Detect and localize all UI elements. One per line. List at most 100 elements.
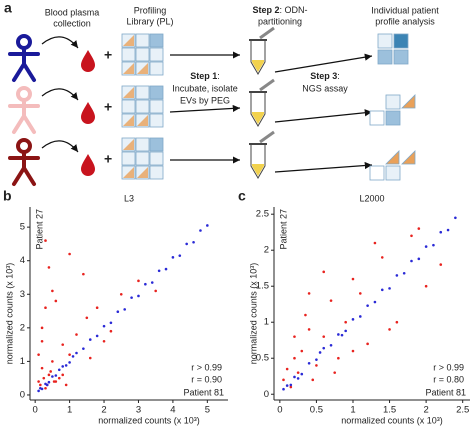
point	[454, 216, 457, 220]
x-tick-label: 4	[170, 405, 175, 416]
y-tick-label: 2.5	[256, 209, 269, 220]
point	[102, 324, 106, 328]
point	[109, 321, 113, 325]
label: Blood plasma	[45, 7, 100, 17]
point	[304, 313, 307, 317]
point	[39, 386, 42, 390]
point	[432, 243, 435, 247]
point	[351, 349, 355, 353]
point	[282, 378, 285, 382]
point	[40, 326, 44, 330]
point	[417, 227, 421, 230]
panel-letter: b	[3, 188, 12, 204]
point	[366, 342, 369, 346]
point	[300, 372, 304, 376]
y-tick-label: 4	[20, 255, 25, 266]
label: Incubate, isolate	[172, 83, 238, 93]
x-tick-label: 1	[67, 405, 72, 416]
point	[57, 368, 61, 372]
point	[75, 333, 78, 336]
point	[380, 288, 384, 292]
y-tick-label: 0	[264, 389, 269, 400]
chart-title: L2000	[359, 193, 384, 203]
point	[307, 361, 311, 365]
point	[57, 376, 61, 380]
point	[322, 335, 326, 338]
point	[116, 310, 120, 314]
point	[296, 371, 300, 374]
point	[68, 353, 71, 356]
profile-grid	[369, 33, 416, 181]
label: NGS assay	[302, 83, 348, 93]
point	[199, 229, 202, 232]
point	[42, 376, 46, 380]
label: Step 1:	[190, 71, 220, 81]
point	[157, 269, 161, 273]
point	[417, 257, 421, 261]
arrow	[169, 51, 373, 173]
point	[329, 299, 333, 302]
point	[119, 292, 123, 296]
x-tick-label: 0	[33, 405, 38, 416]
label: :	[217, 71, 220, 81]
point	[311, 378, 315, 382]
point	[44, 306, 47, 309]
label: profile analysis	[375, 16, 435, 26]
point	[307, 292, 311, 295]
tube	[247, 130, 276, 180]
label: partitioning	[258, 16, 302, 26]
point	[47, 373, 51, 377]
point	[395, 274, 399, 277]
person	[8, 34, 40, 82]
point	[296, 377, 300, 380]
chart-title: L3	[124, 193, 134, 203]
point	[373, 241, 377, 245]
point	[95, 306, 99, 309]
point	[171, 256, 175, 259]
point	[424, 284, 428, 288]
point	[282, 387, 285, 391]
step: Step 3	[310, 71, 337, 81]
point	[88, 338, 92, 341]
point	[366, 304, 369, 307]
point	[185, 242, 188, 246]
point	[344, 329, 347, 333]
point	[37, 353, 40, 356]
point	[388, 328, 391, 331]
x-tick-label: 2	[101, 405, 106, 416]
point	[68, 361, 71, 364]
point	[54, 299, 58, 303]
point	[51, 375, 54, 378]
point	[44, 239, 47, 242]
point	[322, 270, 326, 274]
point	[293, 335, 296, 338]
point	[102, 339, 106, 343]
stat-label: r > 0.99	[191, 362, 222, 372]
point	[150, 281, 154, 284]
point	[315, 364, 318, 367]
point	[44, 386, 47, 390]
blood-drop	[81, 154, 95, 176]
point	[439, 230, 443, 234]
y-axis-label: normalized counts (x 10³)	[4, 263, 14, 365]
point	[154, 289, 157, 293]
point	[329, 343, 333, 347]
point	[285, 367, 289, 371]
stat-label: r > 0.99	[433, 362, 464, 372]
label: Step 3:	[310, 71, 340, 81]
point	[144, 282, 147, 286]
point	[333, 371, 337, 374]
point	[178, 254, 182, 257]
point	[410, 259, 413, 263]
point	[137, 279, 140, 283]
point	[388, 287, 391, 290]
library-grid	[121, 33, 164, 76]
point	[380, 256, 384, 259]
x-tick-label: 1.5	[383, 405, 396, 416]
y-tick-label: 0.5	[256, 353, 269, 364]
y-tick-label: 5	[20, 222, 25, 233]
point	[40, 366, 44, 370]
y-tick-label: 1	[264, 317, 269, 328]
